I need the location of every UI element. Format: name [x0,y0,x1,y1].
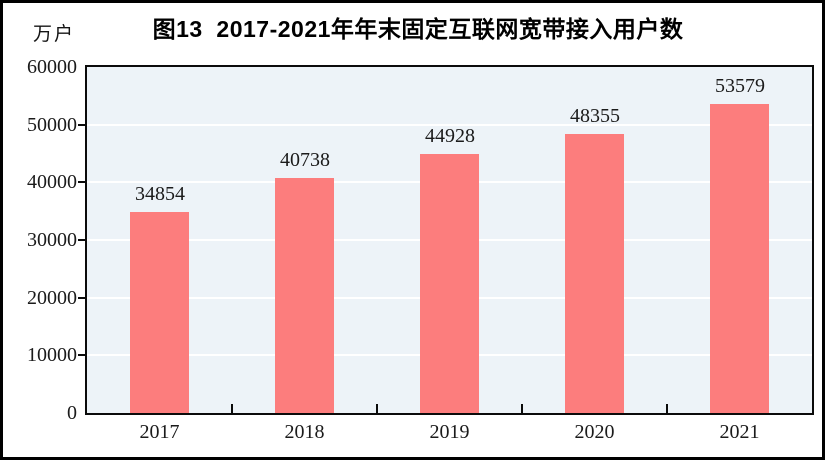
y-axis-unit-label: 万户 [33,24,76,45]
bar-value-label-2021: 53579 [715,75,765,97]
x-tick-label-2017: 2017 [139,421,180,443]
bar-2020 [565,134,624,413]
y-tick-label-0: 0 [67,402,77,424]
x-tick-label-2018: 2018 [284,421,325,443]
y-axis-tick-mark [78,181,85,183]
x-axis-tick-mark [666,404,668,413]
y-axis-tick-mark [78,354,85,356]
bar-value-label-2019: 44928 [425,125,475,147]
x-axis-tick-mark [376,404,378,413]
x-tick-label-2021: 2021 [719,421,760,443]
y-axis-tick-mark [78,297,85,299]
y-tick-label-30000: 30000 [27,229,77,251]
plot-area: 34854 40738 44928 48355 53579 [85,65,814,415]
bar-2019 [420,154,479,413]
x-tick-label-2019: 2019 [429,421,470,443]
chart-title: 图13 2017-2021年年末固定互联网宽带接入用户数 [152,16,684,42]
y-axis-tick-mark [78,239,85,241]
x-axis-tick-mark [521,404,523,413]
bar-value-label-2017: 34854 [135,183,185,205]
y-tick-label-50000: 50000 [27,114,77,136]
bar-2021 [710,104,769,413]
bar-2018 [275,178,334,413]
x-tick-label-2020: 2020 [574,421,615,443]
x-axis-tick-mark [231,404,233,413]
bar-value-label-2020: 48355 [570,105,620,127]
y-tick-label-60000: 60000 [27,56,77,78]
bar-2017 [130,212,189,413]
y-tick-label-10000: 10000 [27,344,77,366]
y-tick-label-20000: 20000 [27,287,77,309]
gridline [87,123,812,126]
bar-value-label-2018: 40738 [280,149,330,171]
y-axis-tick-mark [78,124,85,126]
y-tick-label-40000: 40000 [27,171,77,193]
